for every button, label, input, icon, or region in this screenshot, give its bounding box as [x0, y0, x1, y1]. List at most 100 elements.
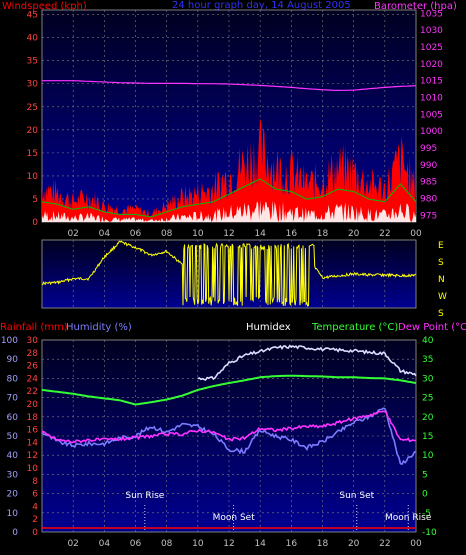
wind-direction-line	[42, 240, 417, 307]
dewpoint-title: Dew Point (°C)	[398, 322, 466, 333]
barometer-line	[42, 80, 417, 92]
temperature-tick-label: 20	[422, 413, 434, 423]
rainfall-tick-label: 2	[32, 515, 38, 525]
x-tick-label: 06	[130, 539, 142, 549]
rain-axis-title: Rainfall (mm)	[0, 322, 68, 333]
humidity-tick-label: 90	[7, 355, 19, 365]
rainfall-tick-label: 12	[27, 451, 38, 461]
rainfall-tick-label: 28	[27, 349, 39, 359]
y-left-tick-label: 40	[27, 34, 39, 44]
sun-moon-annotations: Sun Rise Moon Set Sun Set Moon Rise	[125, 491, 432, 532]
y-left-tick-label: 0	[32, 218, 38, 228]
rain-humidity-axes: 0102030405060708090100024681012141618202…	[1, 336, 38, 538]
y-right-tick-label: 1015	[420, 77, 443, 87]
humidity-tick-label: 30	[7, 470, 19, 480]
y-right-tick-label: 1020	[420, 60, 443, 70]
y-left-tick-label: 35	[27, 57, 38, 67]
chart-title: 24 hour graph day, 14 August 2005	[172, 0, 351, 11]
temperature-tick-label: 5	[422, 470, 428, 480]
y-left-tick-label: 15	[27, 149, 38, 159]
temperature-tick-label: 15	[422, 432, 433, 442]
x-tick-label: 00	[410, 539, 422, 549]
annotation-label: Sun Set	[339, 491, 374, 501]
temperature-tick-label: 0	[422, 490, 428, 500]
y-right-tick-label: 995	[420, 144, 437, 154]
x-tick-label: 12	[223, 539, 234, 549]
x-tick-label: 14	[254, 229, 266, 239]
y-right-tick-label: 1010	[420, 93, 443, 103]
rainfall-tick-label: 18	[27, 413, 39, 423]
humidity-tick-label: 0	[12, 528, 18, 538]
humidity-tick-label: 10	[7, 509, 19, 519]
top-time-axis: 02 04 06 08 10 12 14 16 18 20 22 00	[67, 229, 422, 239]
y-right-tick-label: 990	[420, 161, 437, 171]
x-tick-label: 02	[67, 539, 78, 549]
temperature-tick-label: -10	[422, 528, 437, 538]
rainfall-tick-label: 6	[32, 490, 38, 500]
annotation-label: Moon Set	[213, 513, 256, 523]
y-left-tick-label: 5	[32, 195, 38, 205]
temperature-tick-label: 25	[422, 394, 433, 404]
x-tick-label: 04	[99, 229, 111, 239]
wind-lull-fill	[42, 200, 416, 222]
humidity-line	[41, 407, 417, 466]
bottom-grid	[42, 339, 417, 533]
compass-label: N	[438, 275, 445, 285]
rainfall-tick-label: 16	[27, 426, 39, 436]
rainfall-tick-label: 26	[27, 362, 39, 372]
x-tick-label: 10	[192, 229, 204, 239]
x-tick-label: 08	[161, 229, 173, 239]
rainfall-tick-label: 22	[27, 387, 38, 397]
compass-label: S	[438, 258, 444, 268]
temperature-tick-label: -5	[422, 509, 431, 519]
y-left-tick-label: 25	[27, 103, 38, 113]
humidity-tick-label: 40	[7, 451, 19, 461]
y-right-tick-label: 975	[420, 211, 437, 221]
y-right-tick-label: 1025	[420, 43, 443, 53]
dew-point-line	[41, 410, 417, 444]
y-right-tick-label: 1030	[420, 26, 443, 36]
temperature-humidity-lines	[41, 344, 417, 529]
wind-speed-axis: 0 5 10 15 20 25 30 35 40 45	[27, 11, 39, 228]
humidex-line	[197, 344, 417, 381]
temperature-tick-label: 10	[422, 451, 434, 461]
humidity-axis-title: Humidity (%)	[66, 322, 132, 333]
rainfall-tick-label: 30	[27, 336, 39, 346]
y-right-tick-label: 985	[420, 178, 437, 188]
temperature-tick-label: 35	[422, 355, 433, 365]
y-right-tick-label: 1000	[420, 127, 443, 137]
x-tick-label: 10	[192, 539, 204, 549]
rainfall-tick-label: 8	[32, 477, 38, 487]
x-tick-label: 18	[317, 539, 329, 549]
humidity-tick-label: 20	[7, 490, 19, 500]
y-left-tick-label: 30	[27, 80, 39, 90]
rainfall-tick-label: 10	[27, 464, 39, 474]
y-left-tick-label: 10	[27, 172, 39, 182]
x-tick-label: 22	[379, 229, 390, 239]
rainfall-tick-label: 0	[32, 528, 38, 538]
temperature-axis-title: Temperature (°C)	[311, 322, 398, 333]
wind-average-line	[41, 178, 417, 218]
rainfall-tick-label: 24	[27, 374, 39, 384]
x-tick-label: 12	[223, 229, 234, 239]
y-right-tick-label: 980	[420, 194, 437, 204]
temperature-tick-label: 30	[422, 374, 434, 384]
x-tick-label: 08	[161, 539, 173, 549]
x-tick-label: 04	[99, 539, 111, 549]
annotation-label: Sun Rise	[125, 491, 164, 501]
x-tick-label: 00	[410, 229, 422, 239]
temperature-tick-label: 40	[422, 336, 434, 346]
y-right-tick-label: 1005	[420, 110, 443, 120]
x-tick-label: 16	[286, 229, 298, 239]
x-tick-label: 20	[348, 539, 360, 549]
compass-label: W	[438, 292, 447, 302]
humidex-title: Humidex	[246, 322, 291, 333]
rainfall-tick-label: 14	[27, 438, 39, 448]
compass-label: E	[438, 241, 444, 251]
y-left-tick-label: 45	[27, 11, 38, 21]
y-left-tick-label: 20	[27, 126, 39, 136]
x-tick-label: 18	[317, 229, 329, 239]
